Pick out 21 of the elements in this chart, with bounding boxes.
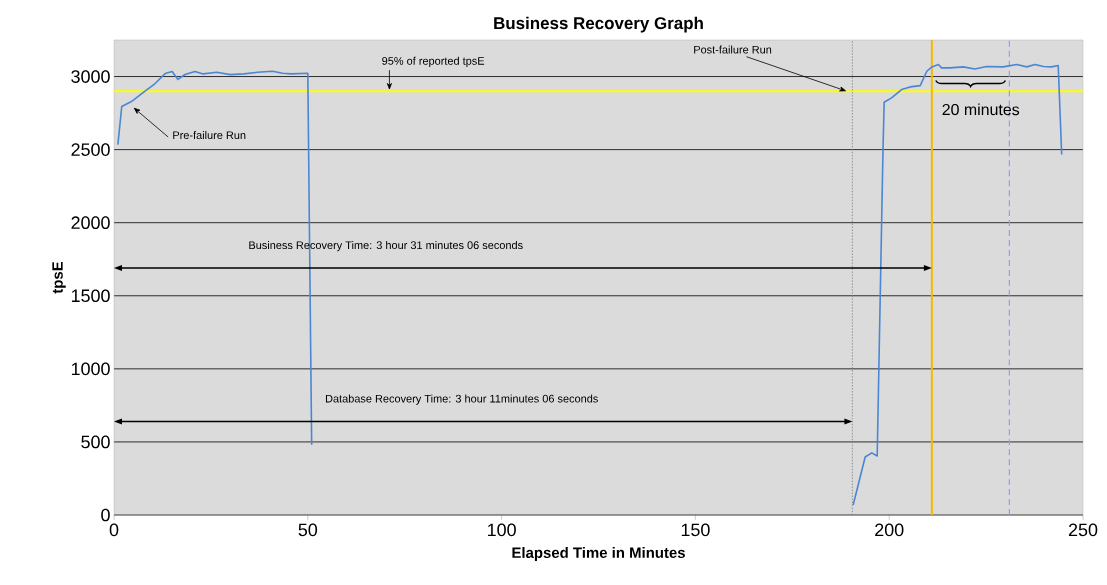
chart-title: Business Recovery Graph (494, 16, 703, 33)
annotation: Post-failure Run (694, 45, 772, 54)
y-tick-label: 500 (81, 435, 110, 449)
x-tick-label: 100 (488, 523, 516, 537)
x-tick-label: 150 (681, 523, 710, 537)
y-tick-label: 2000 (71, 216, 110, 230)
y-tick-label: 1500 (71, 289, 110, 303)
x-tick-label: 50 (298, 523, 318, 537)
y-axis-title: tpsE (52, 261, 66, 294)
y-tick-label: 3000 (71, 70, 110, 83)
annotation: 95% of reported tpsE (382, 56, 485, 67)
y-tick-label: 0 (101, 508, 110, 522)
x-tick-label: 200 (875, 523, 904, 537)
x-axis-title: Elapsed Time in Minutes (512, 547, 685, 561)
x-tick-label: 0 (109, 523, 119, 537)
y-tick-label: 1000 (71, 362, 110, 376)
annotation: Pre-failure Run (173, 130, 246, 140)
annotation: 20 minutes (942, 103, 1020, 116)
annotation: Database Recovery Time: 3 hour 11minutes 06 seconds (325, 394, 598, 405)
x-tick-label: 250 (1068, 523, 1098, 537)
y-tick-label: 2500 (71, 143, 110, 156)
